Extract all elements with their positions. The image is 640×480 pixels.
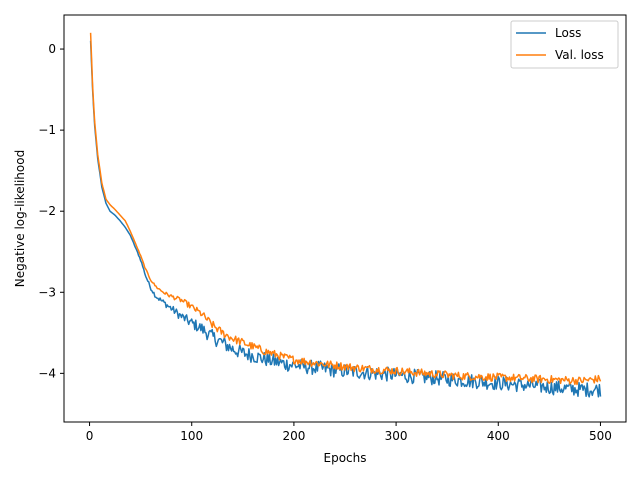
x-tick-label: 200 [282,429,305,443]
y-tick-label: −4 [38,366,56,380]
legend-label-val-loss: Val. loss [555,48,604,62]
y-axis-ticks: 0 −1 −2 −3 −4 [38,42,64,380]
series-line-loss [89,40,602,398]
series-layer [89,32,602,398]
x-tick-label: 100 [180,429,203,443]
y-tick-label: 0 [48,42,56,56]
x-tick-label: 500 [589,429,612,443]
series-line-val-loss [89,32,602,386]
x-tick-label: 400 [487,429,510,443]
y-tick-label: −2 [38,204,56,218]
y-tick-label: −3 [38,285,56,299]
x-axis-label: Epochs [324,451,367,465]
y-axis-label: Negative log-likelihood [13,150,27,287]
x-axis-ticks: 0 100 200 300 400 500 [86,422,612,443]
y-tick-label: −1 [38,123,56,137]
x-tick-label: 0 [86,429,94,443]
x-tick-label: 300 [385,429,408,443]
axes-frame [63,14,627,423]
legend: Loss Val. loss [510,20,619,69]
legend-label-loss: Loss [555,26,581,40]
